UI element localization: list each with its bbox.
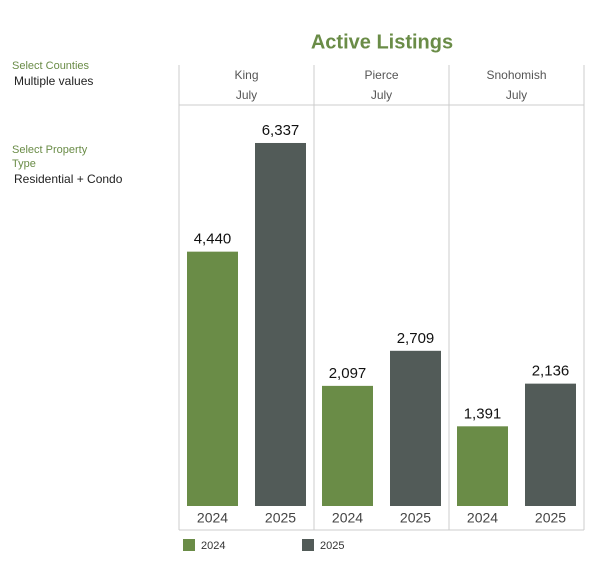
value-label: 6,337 — [262, 122, 300, 139]
panel-month: July — [371, 88, 392, 102]
legend-swatch — [183, 539, 195, 551]
filter-value[interactable]: Residential + Condo — [14, 172, 123, 186]
x-tick-label: 2025 — [265, 510, 296, 526]
panel-label: Pierce — [364, 68, 398, 82]
legend-swatch — [302, 539, 314, 551]
value-label: 2,097 — [329, 365, 367, 382]
bar — [457, 426, 508, 506]
legend-label: 2025 — [320, 540, 344, 552]
x-tick-label: 2025 — [535, 510, 566, 526]
bar — [525, 383, 576, 506]
x-tick-label: 2024 — [332, 510, 363, 526]
filter-value[interactable]: Multiple values — [14, 74, 94, 88]
value-label: 4,440 — [194, 231, 232, 248]
value-label: 1,391 — [464, 405, 502, 422]
chart-title: Active Listings — [311, 31, 453, 53]
value-label: 2,709 — [397, 330, 435, 347]
property-type-filter[interactable]: Select Property Type Residential + Condo — [12, 143, 122, 187]
panel-label: King — [234, 68, 258, 82]
filter-label: Select Counties — [12, 60, 90, 72]
bar — [187, 251, 238, 506]
x-tick-label: 2024 — [197, 510, 228, 526]
county-filter[interactable]: Select Counties Multiple values — [12, 59, 122, 89]
panel-month: July — [236, 88, 257, 102]
value-label: 2,136 — [532, 363, 570, 380]
x-tick-label: 2024 — [467, 510, 498, 526]
filter-label: Select Property Type — [12, 144, 88, 170]
bar — [390, 350, 441, 506]
bar — [322, 385, 373, 506]
x-tick-label: 2025 — [400, 510, 431, 526]
panel-label: Snohomish — [486, 68, 546, 82]
panel-month: July — [506, 88, 527, 102]
legend-label: 2024 — [201, 540, 225, 552]
bar — [255, 142, 306, 507]
